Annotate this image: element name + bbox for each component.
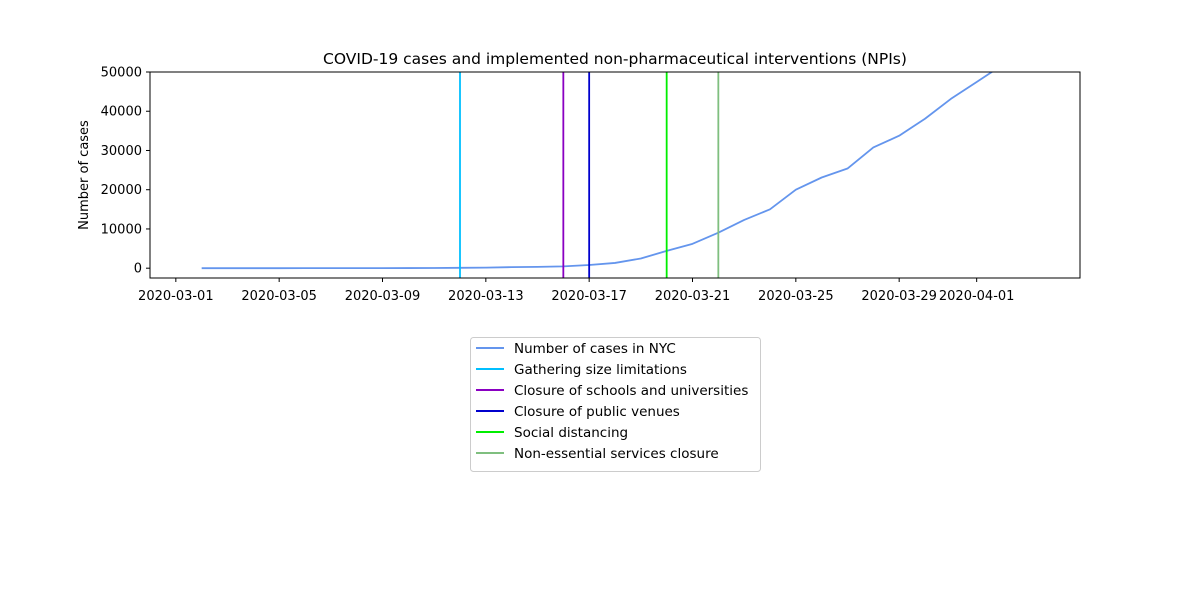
legend-box [470,337,761,472]
legend-label-0: Number of cases in NYC [514,341,676,357]
y-axis-label: Number of cases [77,120,92,230]
x-tick-label: 2020-03-25 [758,289,834,304]
legend-label-4: Social distancing [514,425,628,441]
x-tick-label: 2020-04-01 [939,289,1015,304]
y-tick-label: 30000 [101,144,142,159]
series-line-0 [201,72,994,270]
y-tick-label: 0 [134,262,142,277]
x-tick-label: 2020-03-09 [345,289,421,304]
legend-label-1: Gathering size limitations [514,362,687,378]
x-tick-label: 2020-03-29 [861,289,937,304]
chart-title: COVID-19 cases and implemented non-pharm… [323,50,907,68]
plot-area [201,72,994,278]
x-tick-label: 2020-03-05 [241,289,317,304]
y-tick-label: 20000 [101,183,142,198]
x-axis: 2020-03-01 2020-03-05 2020-03-09 2020-03-13… [138,278,1014,304]
x-tick-label: 2020-03-13 [448,289,524,304]
legend-label-3: Closure of public venues [514,404,680,420]
legend-label-2: Closure of schools and universities [514,383,748,399]
y-tick-label: 40000 [101,105,142,120]
legend: Number of cases in NYC Gathering size lim… [470,337,761,472]
y-tick-label: 10000 [101,222,142,237]
plot-frame [149,71,1081,279]
y-axis: 0 10000 20000 30000 40000 50000 [101,66,150,277]
y-tick-label: 50000 [101,66,142,81]
x-tick-label: 2020-03-21 [655,289,731,304]
legend-label-5: Non-essential services closure [514,446,719,462]
x-tick-label: 2020-03-17 [551,289,627,304]
x-tick-label: 2020-03-01 [138,289,214,304]
